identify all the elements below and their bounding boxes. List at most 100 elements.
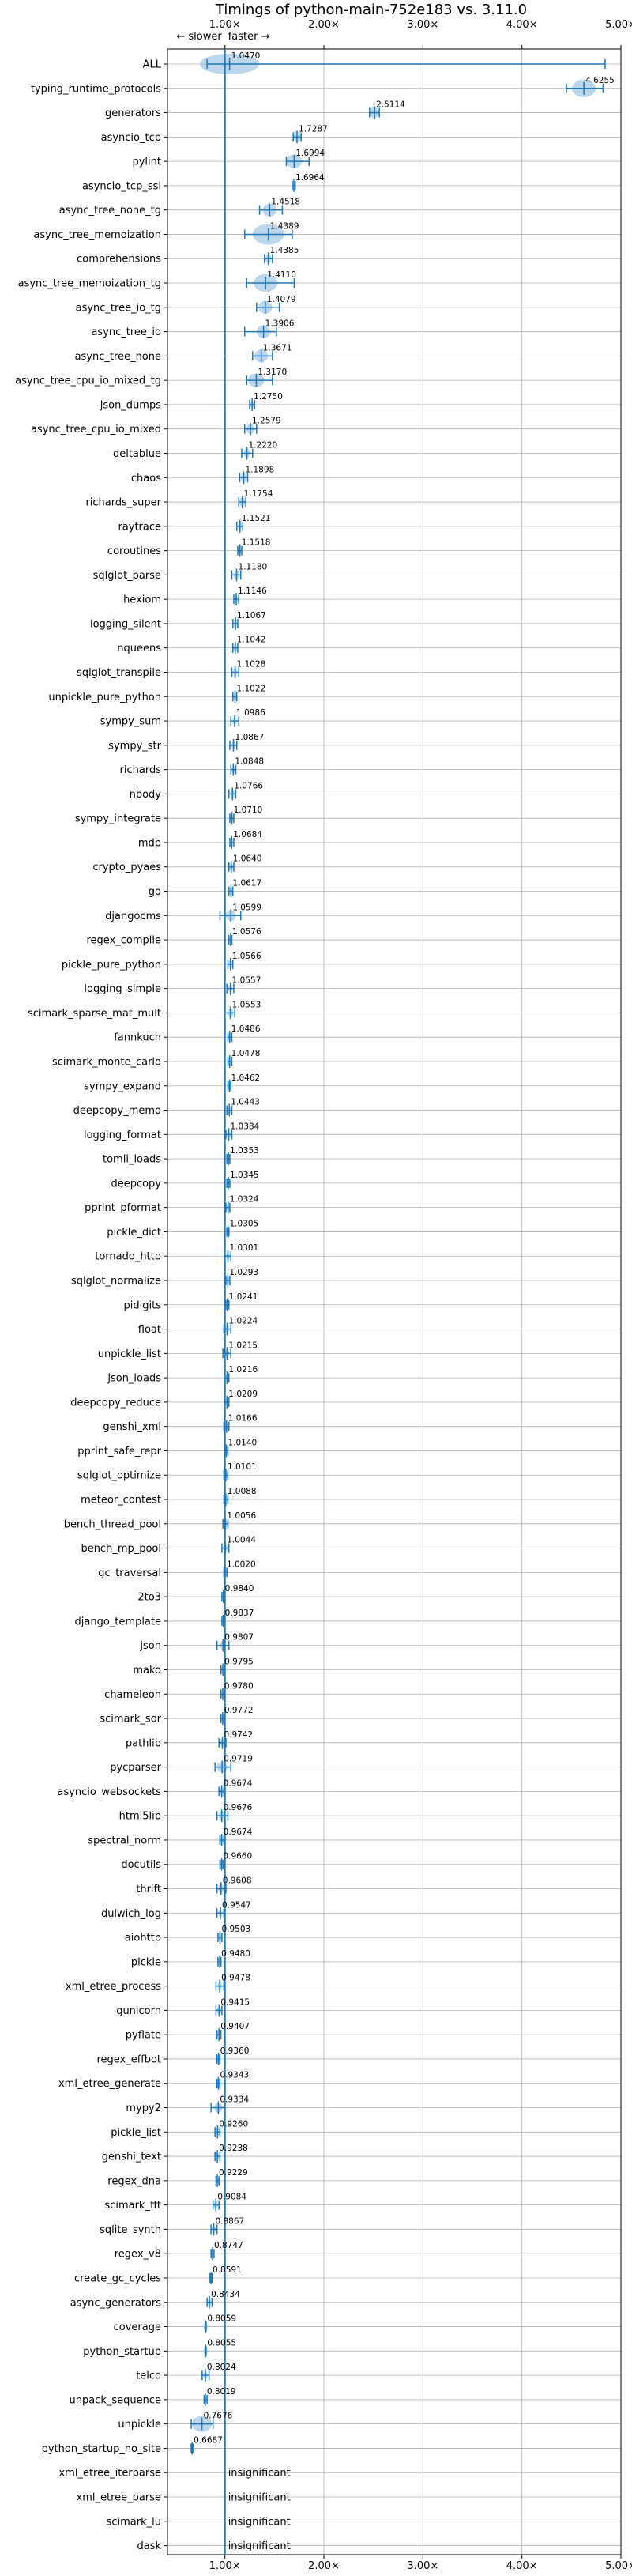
category-label-html5lib: html5lib xyxy=(119,1811,161,1823)
value-label-sqlite-synth: 0.8867 xyxy=(215,2216,244,2226)
category-label-tomli-loads: tomli_loads xyxy=(103,1154,161,1166)
value-label-sympy-expand: 1.0462 xyxy=(231,1073,260,1083)
category-label-unpickle: unpickle xyxy=(118,2419,161,2431)
top-tick-label: 1.00× xyxy=(209,19,241,31)
category-label-fannkuch: fannkuch xyxy=(114,1032,161,1044)
value-label-unpickle: 0.7676 xyxy=(204,2412,233,2421)
category-label-pprint-safe-repr: pprint_safe_repr xyxy=(77,1446,161,1458)
category-label-crypto-pyaes: crypto_pyaes xyxy=(92,862,161,873)
category-label-tornado-http: tornado_http xyxy=(95,1251,161,1263)
value-label-bench-mp-pool: 1.0044 xyxy=(227,1536,256,1545)
value-label-regex-v8: 0.8747 xyxy=(214,2241,243,2250)
value-label-pickle: 0.9480 xyxy=(221,1949,250,1959)
category-label-meteor-contest: meteor_contest xyxy=(81,1495,161,1507)
value-label-html5lib: 0.9676 xyxy=(224,1803,253,1812)
value-label-spectral-norm: 0.9674 xyxy=(224,1827,253,1837)
category-label-float: float xyxy=(138,1324,161,1336)
value-label-mako: 0.9795 xyxy=(224,1657,254,1666)
category-label-logging-simple: logging_simple xyxy=(84,983,161,995)
value-label-async-tree-memoization-tg: 1.4110 xyxy=(267,270,296,280)
category-label-docutils: docutils xyxy=(121,1859,161,1871)
chart-title: Timings of python-main-752e183 vs. 3.11.… xyxy=(215,2,527,18)
category-label-async-tree-io-tg: async_tree_io_tg xyxy=(76,302,161,314)
bottom-tick-label: 4.00× xyxy=(506,2560,538,2572)
category-label-django-template: django_template xyxy=(75,1616,161,1627)
category-label-async-tree-cpu-io-mixed: async_tree_cpu_io_mixed xyxy=(31,424,161,436)
category-label-chameleon: chameleon xyxy=(104,1689,161,1701)
value-label-richards-super: 1.1754 xyxy=(244,489,273,499)
value-label-sympy-str: 1.0867 xyxy=(235,733,265,742)
bottom-tick-label: 5.00× xyxy=(605,2560,632,2572)
value-label-pickle-pure-python: 1.0566 xyxy=(232,952,261,961)
value-label-genshi-text: 0.9238 xyxy=(219,2144,248,2153)
category-label-thrift: thrift xyxy=(136,1884,161,1895)
category-label-telco: telco xyxy=(136,2370,161,2382)
category-label-asyncio-tcp: asyncio_tcp xyxy=(101,132,161,144)
category-label-json-dumps: json_dumps xyxy=(100,399,161,411)
value-label-all: 1.0470 xyxy=(231,51,261,61)
category-label-async-tree-memoization-tg: async_tree_memoization_tg xyxy=(18,278,161,290)
value-label-async-tree-io: 1.3906 xyxy=(265,319,295,329)
value-label-mypy2: 0.9334 xyxy=(220,2095,249,2105)
value-label-scimark-sparse-mat-mult: 1.0553 xyxy=(232,1000,261,1009)
value-label-genshi-xml: 1.0166 xyxy=(228,1414,258,1424)
value-label-asyncio-tcp: 1.7287 xyxy=(299,124,328,134)
value-label-json-dumps: 1.2750 xyxy=(254,392,283,402)
category-label-async-tree-cpu-io-mixed-tg: async_tree_cpu_io_mixed_tg xyxy=(15,375,161,387)
category-label-pathlib: pathlib xyxy=(126,1737,161,1749)
value-label-regex-compile: 1.0576 xyxy=(232,927,261,937)
value-label-sqlglot-parse: 1.1180 xyxy=(238,562,267,571)
value-label-sqlglot-normalize: 1.0293 xyxy=(229,1268,258,1277)
category-label-sympy-str: sympy_str xyxy=(108,740,161,752)
value-label-pyflate: 0.9407 xyxy=(220,2022,250,2031)
category-label-scimark-sparse-mat-mult: scimark_sparse_mat_mult xyxy=(28,1008,161,1020)
category-label-deepcopy-memo: deepcopy_memo xyxy=(73,1105,161,1117)
value-label-deepcopy-memo: 1.0443 xyxy=(231,1098,260,1107)
value-label-djangocms: 1.0599 xyxy=(232,903,261,912)
value-label-chaos: 1.1898 xyxy=(245,465,274,474)
value-label-telco: 0.8024 xyxy=(207,2363,236,2372)
value-label-richards: 1.0848 xyxy=(235,757,264,767)
value-label-go: 1.0617 xyxy=(232,879,261,888)
value-label-pickle-list: 0.9260 xyxy=(219,2119,248,2129)
value-label-async-generators: 0.8434 xyxy=(211,2290,240,2299)
value-label-python-startup-no-site: 0.6687 xyxy=(194,2435,223,2445)
category-label-mypy2: mypy2 xyxy=(126,2103,161,2114)
category-label-xml-etree-generate: xml_etree_generate xyxy=(58,2078,161,2090)
value-label-thrift: 0.9608 xyxy=(223,1876,252,1886)
category-label-async-tree-memoization: async_tree_memoization xyxy=(33,229,161,241)
category-label-sqlglot-optimize: sqlglot_optimize xyxy=(77,1470,161,1482)
top-tick-label: 2.00× xyxy=(308,19,340,31)
category-label-coroutines: coroutines xyxy=(107,545,161,557)
category-label-comprehensions: comprehensions xyxy=(77,254,161,266)
category-label-go: go xyxy=(149,886,161,898)
value-label-asyncio-tcp-ssl: 1.6964 xyxy=(295,173,325,183)
value-label-async-tree-cpu-io-mixed-tg: 1.3170 xyxy=(258,368,287,377)
category-label-unpickle-list: unpickle_list xyxy=(98,1348,161,1360)
category-label-gc-traversal: gc_traversal xyxy=(98,1567,161,1579)
value-label-django-template: 0.9837 xyxy=(225,1609,254,1618)
category-label-genshi-xml: genshi_xml xyxy=(103,1421,161,1433)
value-label-unpack-sequence: 0.8019 xyxy=(207,2387,236,2397)
category-label-sympy-expand: sympy_expand xyxy=(84,1081,161,1092)
category-label-sympy-integrate: sympy_integrate xyxy=(75,813,161,825)
category-label-python-startup: python_startup xyxy=(83,2346,161,2358)
value-label-gc-traversal: 1.0020 xyxy=(227,1560,256,1569)
top-tick-label: 4.00× xyxy=(506,19,538,31)
insignificant-label-dask: insignificant xyxy=(228,2540,291,2552)
category-label-regex-dna: regex_dna xyxy=(107,2175,161,2187)
category-label-regex-effbot: regex_effbot xyxy=(96,2054,161,2065)
category-label-logging-silent: logging_silent xyxy=(90,618,161,630)
category-label-pickle: pickle xyxy=(131,1956,161,1968)
category-label-regex-compile: regex_compile xyxy=(86,935,161,947)
value-label-raytrace: 1.1521 xyxy=(242,514,271,523)
value-label-regex-dna: 0.9229 xyxy=(219,2168,248,2178)
value-label-xml-etree-process: 0.9478 xyxy=(221,1974,250,1983)
value-label-create-gc-cycles: 0.8591 xyxy=(213,2265,242,2275)
category-label-hexiom: hexiom xyxy=(123,594,161,606)
value-label-asyncio-websockets: 0.9674 xyxy=(224,1778,253,1788)
value-label-pprint-safe-repr: 1.0140 xyxy=(228,1438,257,1447)
bottom-tick-label: 2.00× xyxy=(308,2560,340,2572)
category-label-2to3: 2to3 xyxy=(137,1592,161,1604)
category-label-spectral-norm: spectral_norm xyxy=(88,1835,161,1846)
